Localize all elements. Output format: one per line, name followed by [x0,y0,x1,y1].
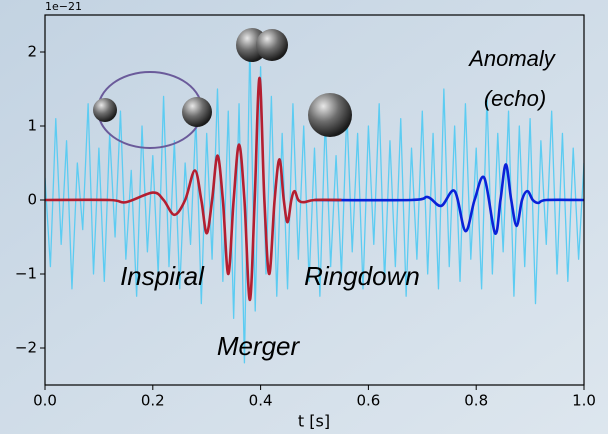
black-holes [93,28,352,149]
y-tick-label: −2 [15,339,37,357]
x-tick-label: 0.4 [249,392,273,410]
x-tick-label: 0.8 [464,392,488,410]
y-tick-label: 2 [27,43,37,61]
waveform-line [45,76,342,302]
x-tick-label: 1.0 [572,392,596,410]
waveform-line [314,163,584,235]
annotation: Inspiral [120,261,205,291]
x-axis-label: t [s] [298,412,330,431]
black-hole [182,97,212,127]
offset-label: 1e−21 [45,0,82,13]
plot-area [45,43,584,364]
black-hole [93,98,117,122]
y-tick-label: −1 [15,265,37,283]
black-hole [308,93,352,137]
black-hole [256,29,288,61]
x-tick-label: 0.6 [356,392,380,410]
annotation: Ringdown [304,261,420,291]
x-tick-label: 0.2 [141,392,165,410]
x-tick-label: 0.0 [33,392,57,410]
y-tick-label: 0 [27,191,37,209]
annotation: (echo) [484,86,546,111]
annotation: Anomaly [467,46,557,71]
y-tick-label: 1 [27,117,37,135]
annotation: Merger [217,331,301,361]
